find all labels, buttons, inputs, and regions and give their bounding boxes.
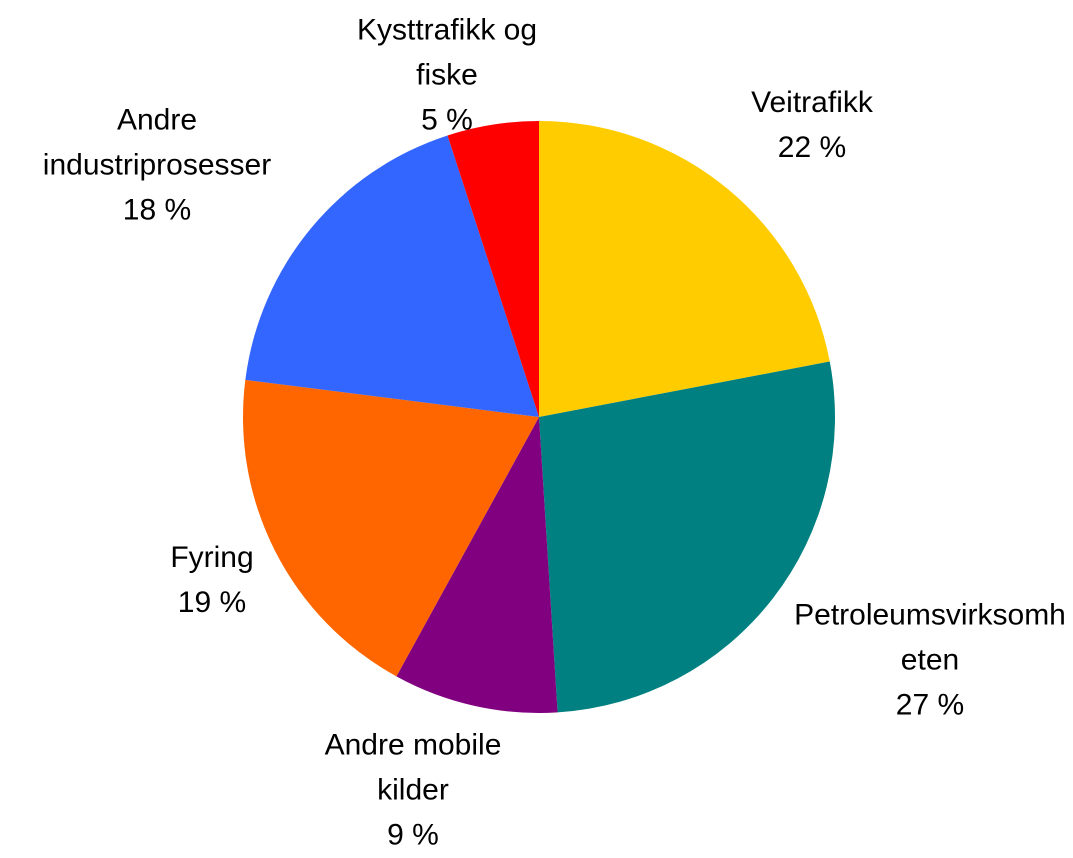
- category-label: Andre mobile kilder: [324, 728, 502, 807]
- value-label: 27 %: [895, 688, 965, 722]
- slice-label: Fyring 19 %: [112, 535, 312, 625]
- value-label: 22 %: [777, 131, 847, 164]
- pie-slice: [539, 361, 835, 713]
- category-label: Kysttrafikk og fiske: [356, 13, 538, 92]
- pie-slice: [396, 417, 558, 713]
- category-label: Petroleumsvirksomheten: [794, 598, 1066, 677]
- slice-label: Petroleumsvirksomheten 27 %: [793, 593, 1068, 728]
- value-label: 5 %: [421, 103, 473, 137]
- value-label: 18 %: [122, 193, 192, 227]
- category-label: Fyring: [170, 541, 254, 574]
- value-label: 9 %: [387, 818, 439, 852]
- pie-slice: [242, 379, 539, 677]
- slice-label: Kysttrafikk og fiske 5 %: [332, 8, 562, 143]
- value-label: 19 %: [177, 586, 247, 619]
- slice-label: Andre mobile kilder 9 %: [313, 723, 513, 858]
- slice-label: Andre industriprosesser 18 %: [7, 98, 307, 233]
- category-label: Andre industriprosesser: [42, 103, 272, 182]
- pie-slice: [245, 135, 539, 417]
- pie-slice: [447, 121, 539, 417]
- slice-label: Veitrafikk 22 %: [692, 80, 932, 170]
- pie-slice: [539, 121, 830, 417]
- category-label: Veitrafikk: [751, 86, 873, 119]
